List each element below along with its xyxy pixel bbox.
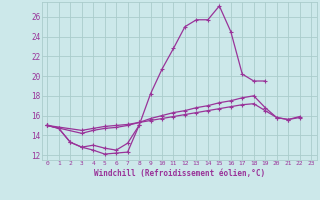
- X-axis label: Windchill (Refroidissement éolien,°C): Windchill (Refroidissement éolien,°C): [94, 169, 265, 178]
